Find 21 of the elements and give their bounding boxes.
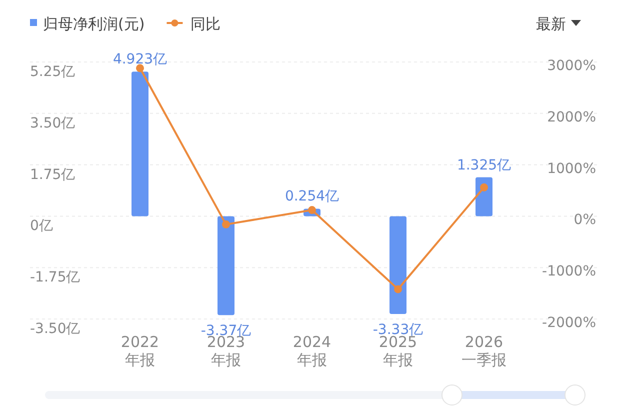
x-tick-label: 2024 年报 <box>292 333 332 369</box>
y2-tick-label: 0% <box>574 212 596 228</box>
y2-tick-label: 2000% <box>547 109 596 126</box>
data-label: 1.325亿 <box>456 157 512 174</box>
y-tick-label: 1.75亿 <box>30 166 76 183</box>
data-label: 0.254亿 <box>284 188 340 205</box>
legend-label: 同比 <box>190 15 221 33</box>
text: 最新 <box>536 15 566 33</box>
y2-tick-label: -1000% <box>542 264 596 280</box>
y-tick-label: 0亿 <box>30 218 53 234</box>
x-tick-label: 2026 一季报 <box>462 333 506 369</box>
legend-label: 归母净利润(元) <box>43 15 145 33</box>
y2-tick-label: 3000% <box>547 58 596 74</box>
y-tick-label: -3.50亿 <box>30 321 80 337</box>
y2-tick-label: -2000% <box>542 315 596 331</box>
y-tick-label: 5.25亿 <box>30 64 76 80</box>
data-label: 4.923亿 <box>112 52 168 68</box>
y-tick-label: 3.50亿 <box>30 115 76 132</box>
x-tick-label: 2022 年报 <box>120 333 160 369</box>
y2-tick-label: 1000% <box>547 160 596 177</box>
y-tick-label: -1.75亿 <box>30 270 80 286</box>
